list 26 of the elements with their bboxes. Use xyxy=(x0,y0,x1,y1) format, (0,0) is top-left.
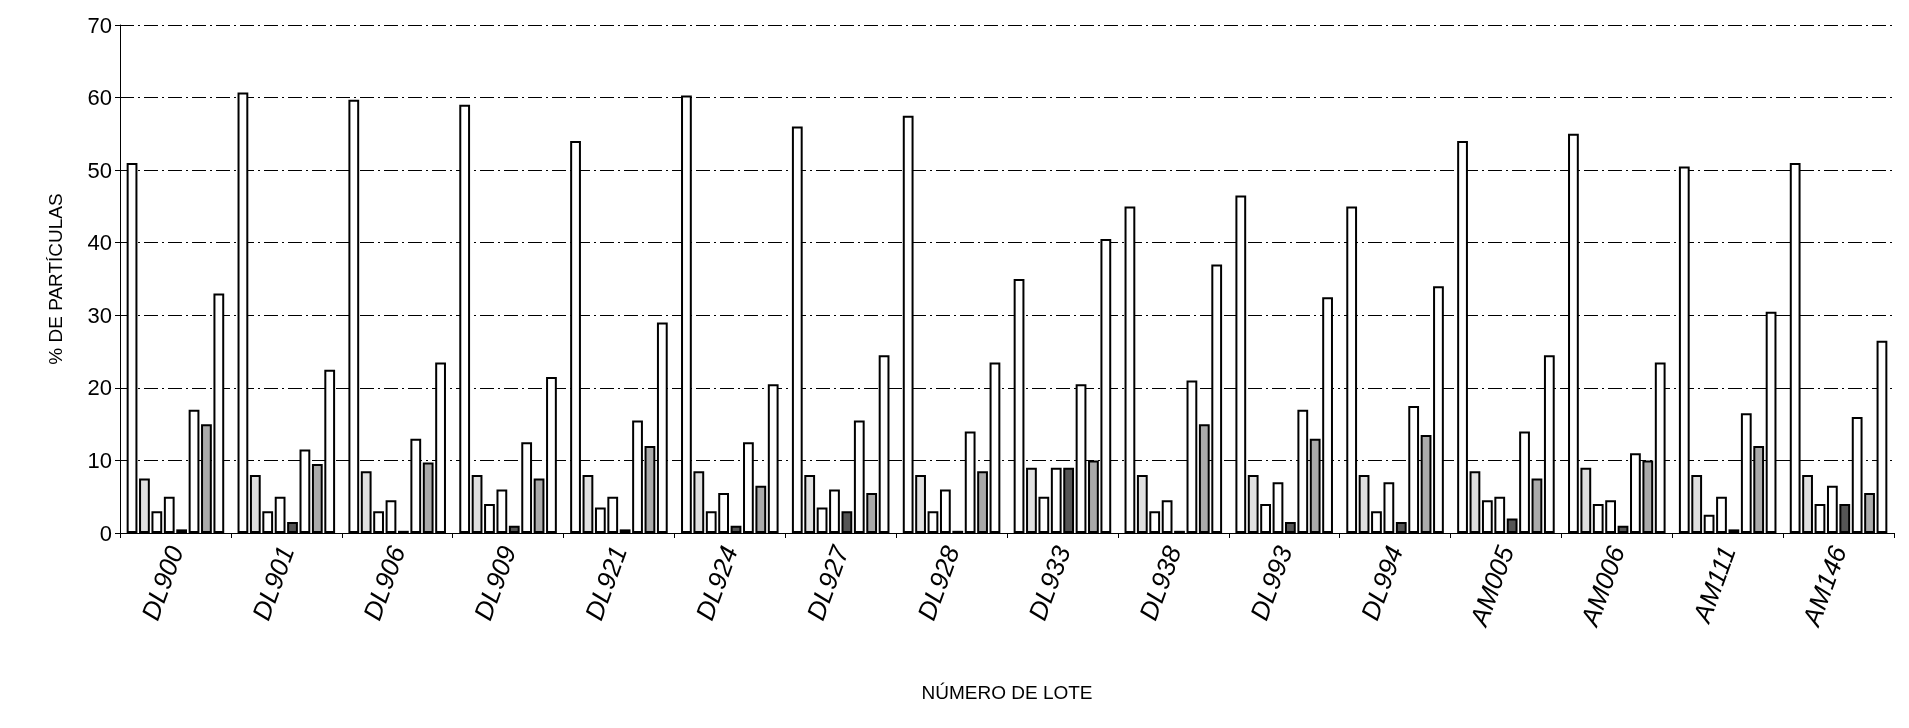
y-axis-title: % DE PARTÍCULAS xyxy=(45,193,66,365)
x-tick-label: DL993 xyxy=(1243,541,1299,625)
x-tick-label: AM146 xyxy=(1795,541,1853,632)
x-tick-label: AM006 xyxy=(1573,541,1632,632)
y-tick-label: 50 xyxy=(87,157,112,183)
x-tick-label: AM005 xyxy=(1462,541,1521,632)
x-tick-label: DL928 xyxy=(911,541,966,625)
x-tick-label: DL927 xyxy=(800,540,856,625)
x-tick-label: DL921 xyxy=(578,541,634,625)
y-tick-label: 30 xyxy=(87,302,112,328)
x-tick-label: DL933 xyxy=(1022,541,1077,625)
y-tick-label: 40 xyxy=(87,230,112,256)
x-tick-label: DL901 xyxy=(246,541,301,625)
x-tick-label: AM111 xyxy=(1686,541,1742,628)
y-tick-label: 0 xyxy=(99,520,112,546)
x-tick-label: DL938 xyxy=(1133,541,1188,625)
y-tick-label: 60 xyxy=(87,85,112,111)
x-tick-label: DL900 xyxy=(135,541,190,625)
y-tick-label: 10 xyxy=(87,447,112,473)
x-tick-label: DL994 xyxy=(1354,541,1410,625)
x-tick-label: DL924 xyxy=(689,541,744,625)
y-tick-label: 20 xyxy=(87,375,112,401)
x-tick-label: DL906 xyxy=(356,541,412,625)
x-axis-title: NÚMERO DE LOTE xyxy=(921,682,1093,703)
x-tick-label: DL909 xyxy=(467,541,523,625)
y-tick-label: 70 xyxy=(87,12,112,38)
